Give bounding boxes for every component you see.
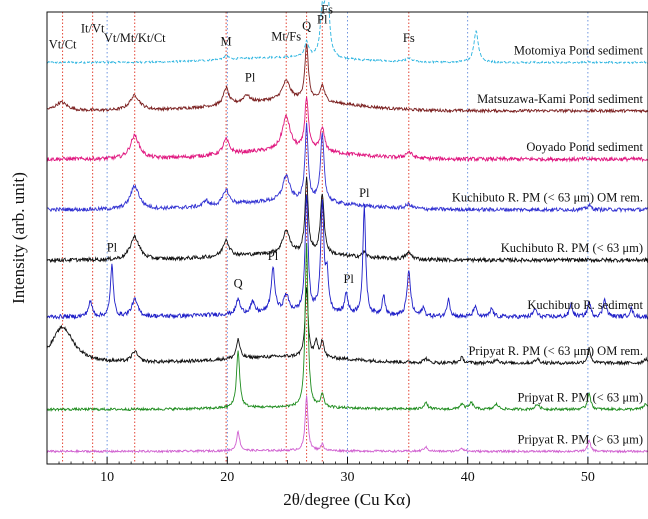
x-axis-title: 2θ/degree (Cu Kα) (283, 490, 411, 509)
series-line (46, 96, 648, 163)
x-gridlines (106, 12, 589, 464)
series-line (46, 0, 648, 65)
peak-annotation: Pl (245, 70, 256, 84)
series-label: Matsuzawa-Kami Pond sediment (477, 92, 643, 106)
reference-label: Fs (321, 3, 333, 17)
y-axis-title: Intensity (arb. unit) (9, 172, 28, 304)
series-layer: Motomiya Pond sediment Matsuzawa-Kami Pon… (46, 0, 648, 454)
series-line (46, 194, 648, 320)
reference-label: Vt/Mt/Kt/Ct (104, 31, 166, 45)
series-label: Ooyado Pond sediment (526, 140, 643, 154)
series-label: Kuchibuto R. PM (< 63 μm) OM rem. (452, 191, 643, 205)
series-line (46, 43, 648, 114)
series-label: Kuchibuto R. PM (< 63 μm) (501, 241, 643, 255)
reference-label: Pl (317, 12, 328, 26)
series-line (46, 176, 648, 264)
series-line (46, 243, 648, 412)
peak-annotation: Q (234, 276, 243, 290)
x-tick-label: 30 (341, 470, 355, 485)
reference-lines (62, 12, 410, 464)
series-line (46, 287, 648, 367)
reference-label: Mt/Fs (271, 30, 301, 44)
x-tick-label: 10 (100, 470, 114, 485)
series-line (46, 395, 648, 454)
reference-label: Vt/Ct (49, 38, 77, 52)
series-line (46, 122, 648, 214)
x-tick-label: 20 (220, 470, 234, 485)
series-label: Kuchibuto R. sediment (527, 298, 643, 312)
series-label: Motomiya Pond sediment (514, 43, 644, 57)
reference-label: M (221, 35, 232, 49)
peak-annotation: Pl (268, 249, 279, 263)
series-label: Pripyat R. PM (< 63 μm) (517, 390, 643, 404)
peak-annotation: Pl (359, 186, 370, 200)
reference-label: Q (302, 19, 311, 33)
reference-label: It/Vt (81, 22, 105, 36)
series-label: Pripyat R. PM (< 63 μm) OM rem. (468, 344, 643, 358)
peak-annotation: Pl (343, 272, 354, 286)
x-axis-ticks: 10 20 30 40 50 (46, 457, 648, 485)
peak-annotation: Pl (107, 241, 118, 255)
x-tick-label: 50 (581, 470, 595, 485)
series-label: Pripyat R. PM (> 63 μm) (517, 432, 643, 446)
x-tick-label: 40 (461, 470, 475, 485)
reference-label: Fs (403, 31, 415, 45)
